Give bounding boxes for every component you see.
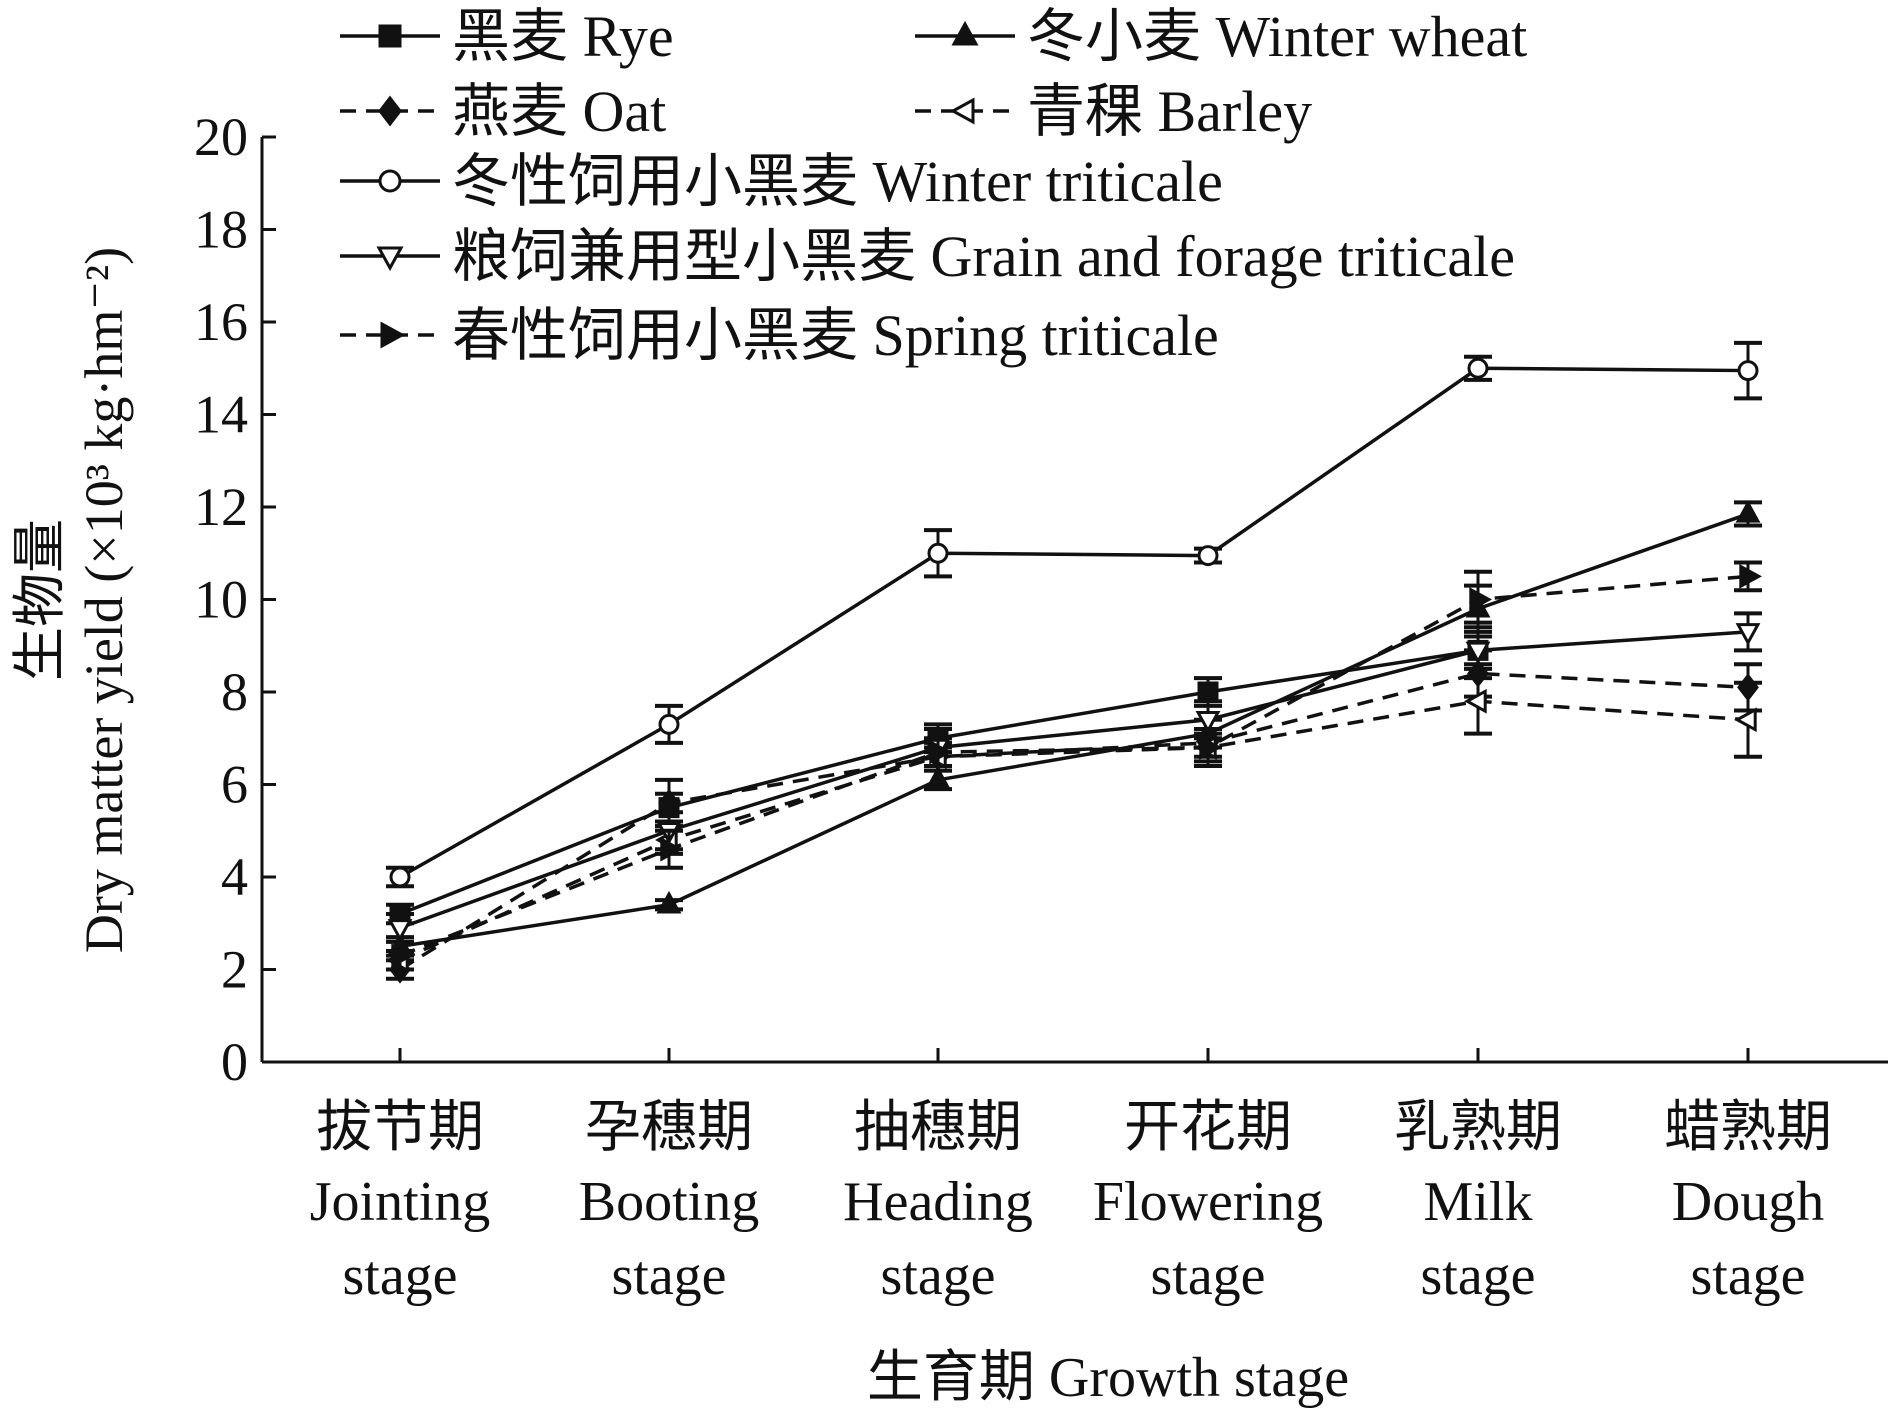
x-tick-label: stage xyxy=(1420,1245,1535,1307)
series-line xyxy=(399,699,1749,962)
triangle-right-marker xyxy=(1469,587,1492,612)
legend-item: 粮饲兼用型小黑麦 Grain and forage triticale xyxy=(340,224,1515,289)
y-tick-label: 16 xyxy=(194,292,248,352)
series xyxy=(386,611,1762,944)
triangle-right-marker xyxy=(1199,735,1222,760)
legend-item: 冬性饲用小黑麦 Winter triticale xyxy=(340,149,1223,214)
y-tick-label: 6 xyxy=(221,755,248,815)
legend-label: 粮饲兼用型小黑麦 Grain and forage triticale xyxy=(452,224,1515,289)
series-line xyxy=(399,512,1749,949)
series-line xyxy=(399,366,1749,879)
triangle-right-marker xyxy=(929,739,952,765)
legend-item: 春性饲用小黑麦 Spring triticale xyxy=(340,303,1219,368)
y-tick-label: 10 xyxy=(194,570,248,630)
triangle-down-open-marker xyxy=(1195,711,1221,734)
triangle-up-marker xyxy=(656,890,682,914)
series xyxy=(386,500,1762,958)
triangle-down-open-marker xyxy=(376,246,404,272)
circle-marker xyxy=(1737,360,1759,382)
x-tick-label: Flowering xyxy=(1093,1171,1323,1233)
circle-marker xyxy=(378,169,402,193)
triangle-right-marker xyxy=(380,321,406,349)
legend-item: 冬小麦 Winter wheat xyxy=(915,4,1527,69)
y-tick-label: 4 xyxy=(221,847,248,907)
x-tick-label: 孕穗期 xyxy=(585,1097,753,1159)
x-tick-label: 蜡熟期 xyxy=(1664,1097,1832,1159)
triangle-up-marker xyxy=(1735,500,1761,523)
x-tick-label: Milk xyxy=(1424,1171,1533,1233)
square-marker xyxy=(1197,681,1219,703)
x-tick-label: 乳熟期 xyxy=(1394,1097,1562,1159)
series-line xyxy=(399,630,1749,930)
circle-marker xyxy=(1467,357,1489,379)
series-line xyxy=(399,574,1749,958)
y-axis-label: Dry matter yield (×10³ kg·hm⁻²) xyxy=(74,247,134,953)
x-tick-label: stage xyxy=(1690,1245,1805,1307)
diamond-marker xyxy=(378,95,402,127)
y-axis-label-cn: 生物量 xyxy=(10,519,70,681)
circle-marker xyxy=(1197,545,1219,567)
legend-label: 燕麦 Oat xyxy=(452,79,666,144)
y-tick-label: 8 xyxy=(221,662,248,722)
legend: 黑麦 Rye 冬小麦 Winter wheat 燕麦 Oat 青稞 Barley冬性饲… xyxy=(340,4,1527,368)
legend-label: 青稞 Barley xyxy=(1027,79,1312,144)
circle-marker xyxy=(389,866,411,888)
triangle-down-open-marker xyxy=(1735,623,1761,646)
y-tick-label: 14 xyxy=(194,385,248,445)
x-tick-label: Dough xyxy=(1672,1171,1824,1233)
square-marker xyxy=(378,24,402,48)
legend-item: 燕麦 Oat xyxy=(340,79,666,144)
triangle-right-marker xyxy=(391,943,414,969)
circle-marker xyxy=(927,542,949,564)
x-tick-label: 拔节期 xyxy=(316,1097,484,1159)
triangle-left-open-marker xyxy=(1734,707,1757,733)
plot-area xyxy=(386,340,1762,984)
circle-marker xyxy=(658,713,680,735)
x-axis-label: 生育期 Growth stage xyxy=(867,1347,1349,1409)
series xyxy=(386,560,1762,972)
triangle-up-marker xyxy=(925,765,951,789)
triangle-down-open-marker xyxy=(387,919,413,942)
legend-label: 冬性饲用小黑麦 Winter triticale xyxy=(452,149,1223,214)
legend-label: 春性饲用小黑麦 Spring triticale xyxy=(452,303,1219,368)
triangle-left-open-marker xyxy=(1464,688,1487,714)
triangle-right-marker xyxy=(660,836,683,862)
y-tick-label: 18 xyxy=(194,200,248,260)
y-tick-label: 2 xyxy=(221,940,248,1000)
y-tick-label: 20 xyxy=(194,107,248,167)
x-tick-label: Booting xyxy=(579,1171,759,1233)
y-tick-label: 12 xyxy=(194,477,248,537)
y-tick-label: 0 xyxy=(221,1032,248,1092)
legend-label: 黑麦 Rye xyxy=(452,4,674,69)
triangle-left-open-marker xyxy=(949,97,975,125)
legend-item: 青稞 Barley xyxy=(915,79,1312,144)
legend-item: 黑麦 Rye xyxy=(340,4,674,69)
axes: 0 2 4 6 8 10 12 14 16 18 20 拔节期 Jointing stage 孕穗期 Boot… xyxy=(194,107,1888,1307)
triangle-down-open-marker xyxy=(1465,641,1491,665)
x-tick-label: Heading xyxy=(843,1171,1033,1233)
triangle-up-marker xyxy=(951,20,979,46)
series-line xyxy=(399,671,1749,971)
x-tick-label: stage xyxy=(880,1245,995,1307)
x-tick-label: stage xyxy=(611,1245,726,1307)
x-tick-label: 开花期 xyxy=(1124,1097,1292,1159)
x-tick-label: stage xyxy=(1150,1245,1265,1307)
triangle-right-marker xyxy=(1739,563,1762,589)
x-tick-label: 抽穗期 xyxy=(854,1097,1022,1159)
legend-label: 冬小麦 Winter wheat xyxy=(1027,4,1527,69)
x-tick-label: Jointing xyxy=(310,1171,490,1233)
series xyxy=(386,648,1762,984)
x-tick-label: stage xyxy=(342,1245,457,1307)
series xyxy=(386,340,1762,889)
